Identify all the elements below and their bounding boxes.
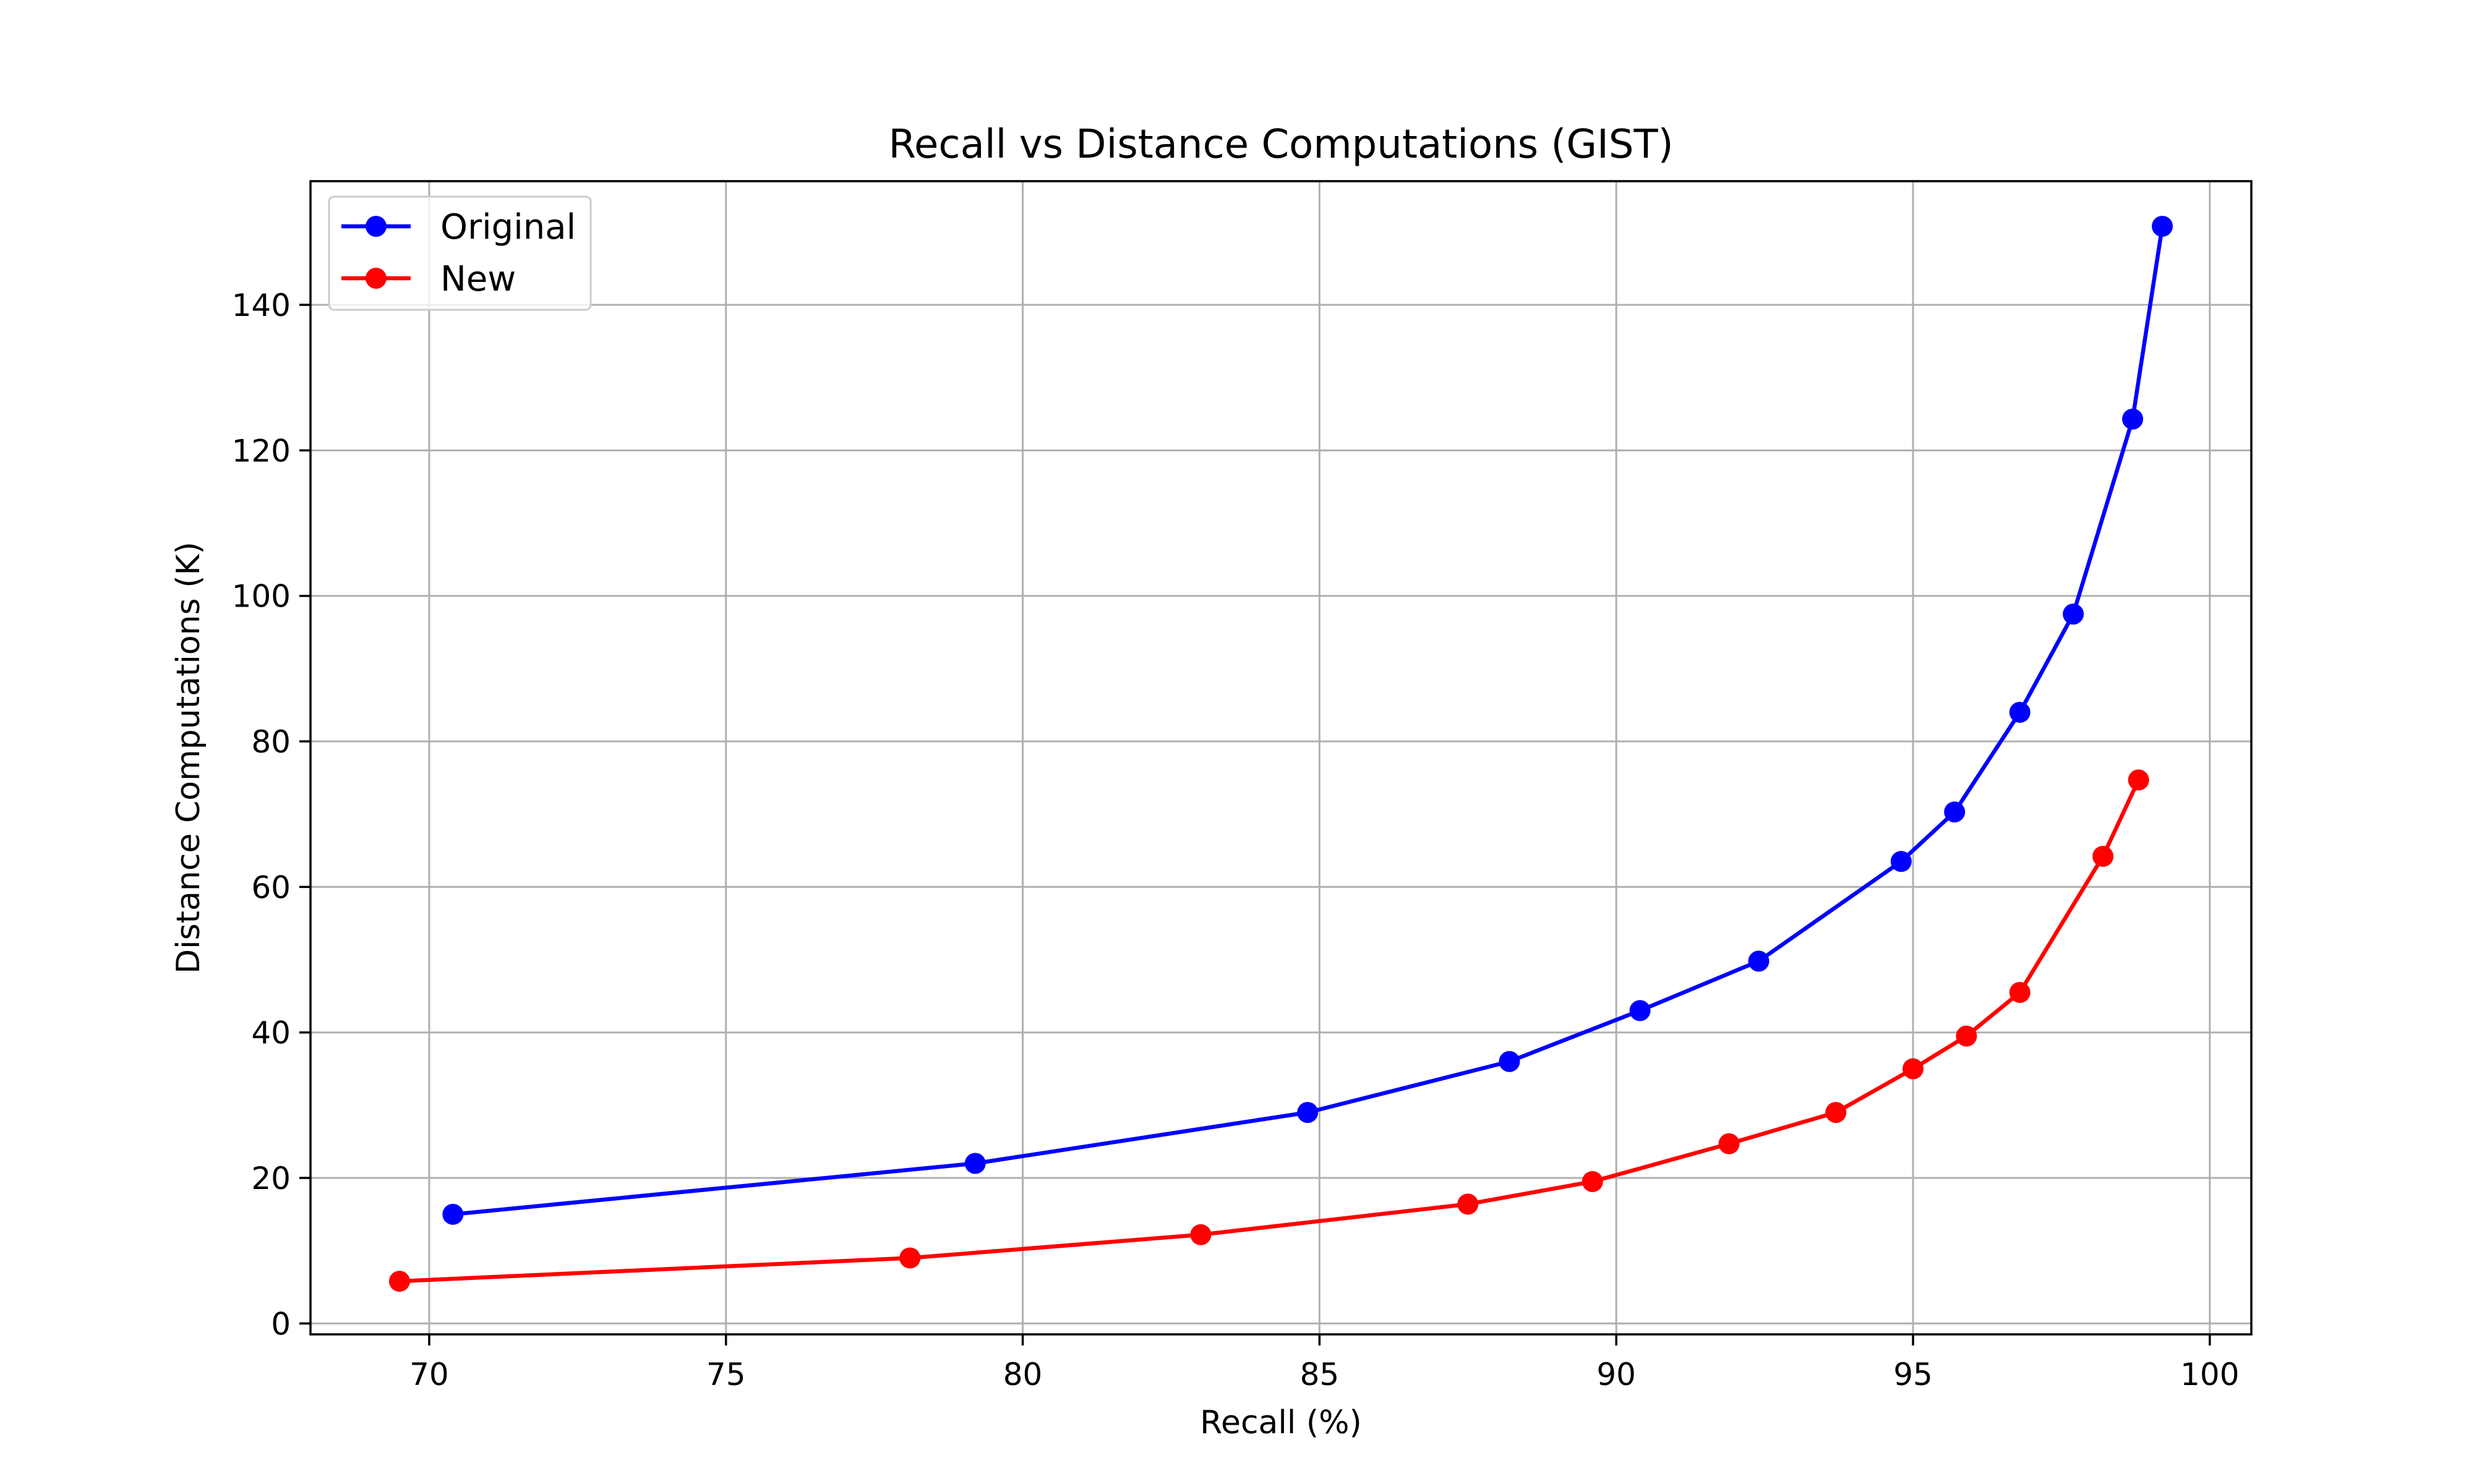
y-tick-label: 120 <box>232 433 291 469</box>
series-line-new <box>399 779 2141 1284</box>
series-original <box>442 215 2173 1225</box>
y-tick-label: 0 <box>271 1306 291 1342</box>
data-point-original <box>2063 603 2084 625</box>
data-point-new <box>899 1247 921 1269</box>
data-point-original <box>1944 801 1966 823</box>
data-point-new <box>1825 1102 1847 1124</box>
data-point-new <box>1582 1171 1603 1192</box>
data-point-original <box>2009 701 2031 723</box>
data-point-new <box>1718 1133 1740 1154</box>
y-tick-label: 80 <box>251 724 291 760</box>
legend: Original New <box>328 195 592 311</box>
data-point-original <box>964 1153 986 1174</box>
plot-frame <box>309 180 2253 1336</box>
y-tick-label: 140 <box>232 288 291 323</box>
data-point-new <box>1190 1224 1212 1245</box>
data-point-original <box>1297 1102 1319 1124</box>
data-point-original <box>2122 408 2144 430</box>
tick-layer: 70 75 80 85 90 95 100 0 20 40 60 80 100 120 140 <box>232 288 2240 1392</box>
x-tick-label: 95 <box>1893 1357 1933 1392</box>
data-point-original <box>1890 851 1912 872</box>
data-point-new <box>388 1271 410 1292</box>
data-point-original <box>1629 1000 1651 1021</box>
x-tick-label: 80 <box>1003 1357 1043 1392</box>
data-point-original <box>1499 1051 1520 1072</box>
series-layer <box>388 215 2173 1292</box>
data-point-original <box>2152 215 2173 237</box>
data-point-new <box>1956 1025 1977 1047</box>
y-axis-label: Distance Computations (K) <box>170 542 207 974</box>
data-point-new <box>2009 981 2031 1003</box>
x-tick-label: 100 <box>2180 1357 2239 1392</box>
data-point-new <box>1903 1058 1924 1080</box>
chart-title: Recall vs Distance Computations (GIST) <box>888 122 1673 168</box>
grid <box>310 181 2251 1334</box>
y-tick-label: 40 <box>251 1015 291 1051</box>
data-point-new <box>1457 1193 1479 1215</box>
series-line-original <box>452 226 2165 1217</box>
legend-marker-original <box>366 216 387 237</box>
data-point-new <box>2092 845 2114 867</box>
x-tick-label: 75 <box>706 1357 746 1392</box>
x-tick-label: 70 <box>409 1357 449 1392</box>
series-new <box>388 769 2149 1292</box>
data-point-original <box>1748 950 1770 972</box>
y-tick-label: 100 <box>232 579 291 615</box>
x-tick-label: 85 <box>1300 1357 1340 1392</box>
y-tick-label: 20 <box>251 1161 291 1196</box>
data-point-new <box>2128 769 2149 791</box>
legend-marker-new <box>366 268 387 289</box>
x-tick-label: 90 <box>1596 1357 1636 1392</box>
legend-label-new: New <box>440 259 516 299</box>
y-tick-label: 60 <box>251 869 291 905</box>
legend-label-original: Original <box>440 207 576 247</box>
x-axis-label: Recall (%) <box>1200 1404 1362 1441</box>
data-point-original <box>442 1203 464 1225</box>
